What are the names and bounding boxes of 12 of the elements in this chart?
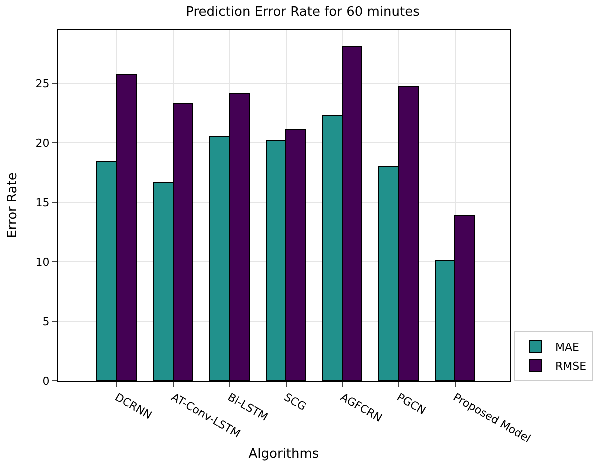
y-axis-title: Error Rate	[6, 172, 21, 238]
legend-label: MAE	[556, 340, 580, 354]
legend-label: RMSE	[556, 360, 587, 373]
x-tick-label: SCG	[282, 390, 309, 414]
y-tick-label: 5	[42, 315, 50, 328]
y-tick-label: 25	[36, 77, 50, 90]
y-tick-label: 20	[36, 136, 50, 150]
y-tick-label: 0	[42, 374, 50, 388]
chart-title: Prediction Error Rate for 60 minutes	[186, 5, 420, 20]
y-tick-label: 10	[36, 256, 50, 269]
x-axis-title: Algorithms	[248, 447, 320, 462]
y-tick-label: 15	[36, 196, 50, 210]
